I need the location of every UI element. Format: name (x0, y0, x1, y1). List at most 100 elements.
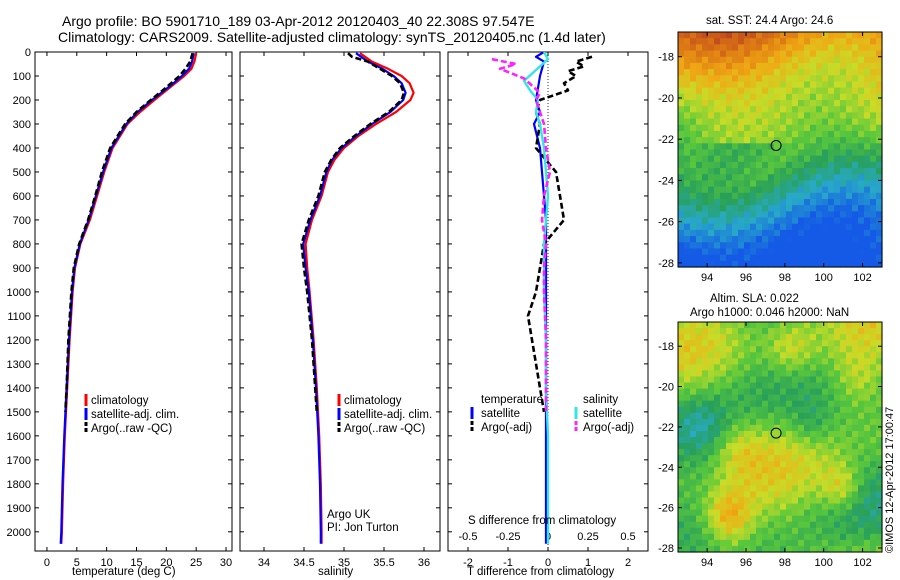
heat-cell (852, 509, 859, 517)
heat-cell (678, 62, 685, 70)
heat-cell (834, 467, 841, 474)
heat-cell (678, 497, 685, 505)
heat-cell (822, 346, 829, 353)
heat-cell (876, 229, 883, 237)
heat-cell (804, 180, 811, 188)
heat-cell (828, 509, 835, 517)
heat-cell (786, 130, 793, 138)
heat-cell (780, 455, 787, 462)
heat-cell (690, 334, 697, 341)
heat-cell (750, 217, 757, 225)
temperature-plot-area (34, 51, 233, 552)
heat-cell (720, 217, 727, 225)
heat-cell (756, 130, 763, 138)
heat-cell (786, 254, 793, 262)
heat-cell (846, 223, 853, 231)
heat-cell (750, 205, 757, 212)
heat-cell (798, 424, 805, 432)
heat-cell (870, 358, 877, 365)
heat-cell (756, 382, 763, 390)
heat-cell (786, 400, 793, 408)
heat-cell (774, 87, 781, 95)
heat-cell (798, 479, 805, 487)
heat-cell (810, 473, 817, 480)
heat-cell (726, 352, 733, 359)
heat-cell (732, 430, 739, 438)
heat-cell (690, 93, 697, 101)
heat-cell (684, 155, 691, 163)
heat-cell (864, 87, 871, 95)
heat-cell (810, 382, 817, 390)
heat-cell (768, 533, 775, 541)
heat-cell (792, 467, 799, 474)
heat-cell (822, 473, 829, 480)
heat-cell (834, 364, 841, 372)
heat-cell (720, 93, 727, 101)
heat-cell (852, 223, 859, 231)
heat-cell (828, 467, 835, 474)
heat-cell (864, 443, 871, 450)
heat-cell (750, 370, 757, 378)
heat-cell (774, 497, 781, 505)
heat-cell (738, 400, 745, 408)
heat-cell (864, 100, 871, 107)
heat-cell (846, 334, 853, 341)
heat-cell (804, 242, 811, 250)
heat-cell (840, 198, 847, 206)
heat-cell (810, 155, 817, 163)
heat-cell (756, 44, 763, 52)
heat-cell (876, 340, 883, 347)
heat-cell (744, 56, 751, 64)
heat-cell (876, 406, 883, 414)
heat-cell (834, 56, 841, 64)
heat-cell (738, 118, 745, 126)
heat-cell (678, 242, 685, 250)
heat-cell (768, 340, 775, 347)
heat-cell (774, 38, 781, 45)
heat-cell (810, 236, 817, 243)
heat-cell (756, 412, 763, 420)
heat-cell (714, 521, 721, 529)
heat-cell (678, 254, 685, 262)
heat-cell (786, 155, 793, 163)
heat-cell (750, 124, 757, 132)
heat-cell (852, 217, 859, 225)
heat-cell (708, 223, 715, 231)
heat-cell (828, 168, 835, 175)
heat-cell (726, 328, 733, 335)
heat-cell (822, 100, 829, 107)
heat-cell (696, 248, 703, 256)
heat-cell (780, 352, 787, 359)
heat-cell (876, 260, 883, 268)
heat-cell (786, 473, 793, 480)
heat-cell (822, 106, 829, 113)
heat-cell (816, 424, 823, 432)
heat-cell (864, 340, 871, 347)
heat-cell (744, 149, 751, 157)
heat-cell (702, 370, 709, 378)
heat-cell (732, 75, 739, 83)
heat-cell (732, 211, 739, 219)
heat-cell (768, 217, 775, 225)
heat-cell (816, 236, 823, 243)
heat-cell (816, 81, 823, 89)
heat-cell (834, 217, 841, 225)
y-tick-label: 200 (13, 95, 31, 107)
heat-cell (828, 491, 835, 499)
heat-cell (870, 186, 877, 194)
heat-cell (744, 370, 751, 378)
heat-cell (834, 521, 841, 529)
heat-cell (834, 418, 841, 426)
heat-cell (846, 424, 853, 432)
salinity-lines (300, 52, 415, 544)
heat-cell (750, 198, 757, 206)
heat-cell (780, 346, 787, 353)
heat-cell (738, 322, 745, 329)
salinity-ticks: 34 34.5 35 35.5 36 (240, 51, 440, 569)
heat-cell (810, 81, 817, 89)
heat-cell (696, 533, 703, 541)
heat-cell (816, 32, 823, 39)
heat-cell (828, 38, 835, 45)
x-tick-label: 100 (815, 272, 833, 284)
heat-cell (714, 254, 721, 262)
